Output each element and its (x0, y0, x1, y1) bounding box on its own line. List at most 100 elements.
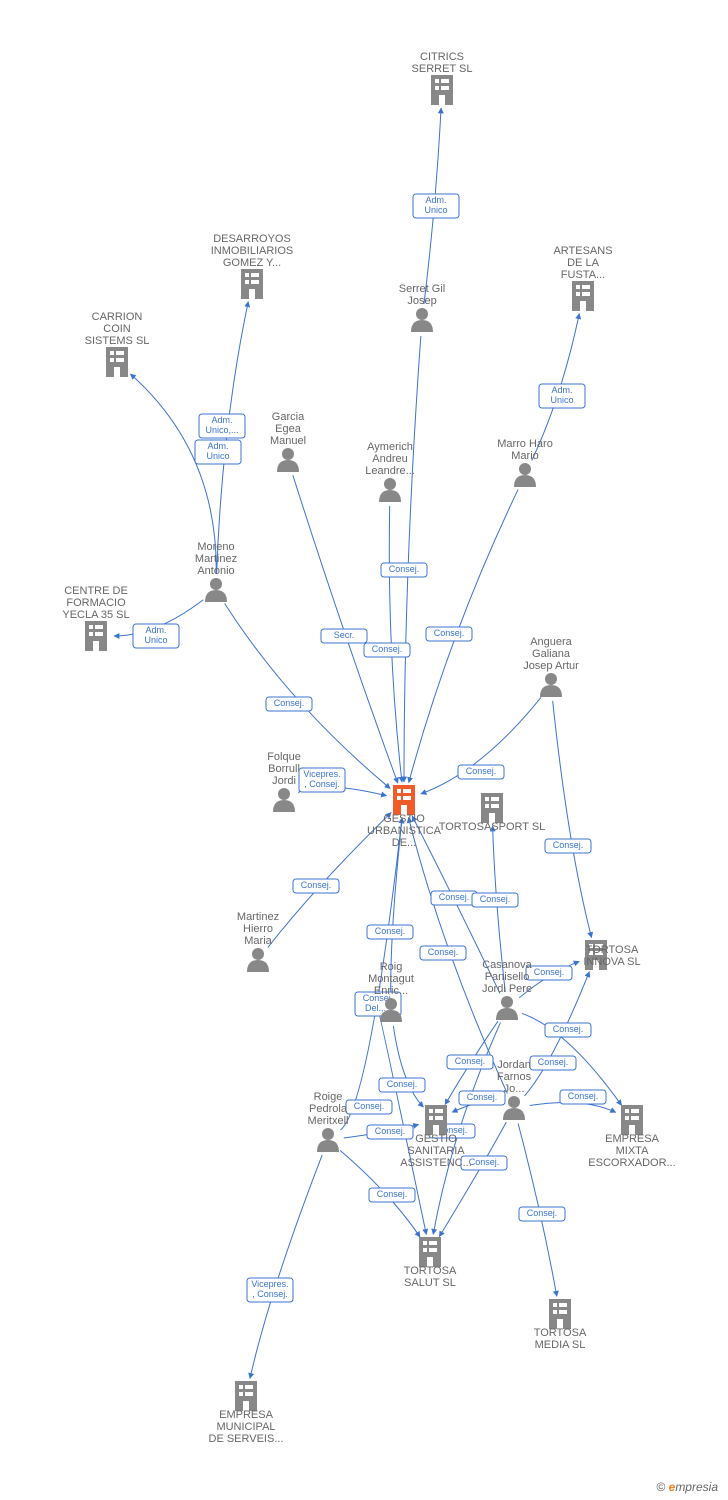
person-node[interactable]: Marro HaroMario (497, 438, 553, 487)
svg-text:Adm.: Adm. (211, 415, 232, 425)
svg-text:Unico: Unico (206, 451, 229, 461)
node-label: URBANISTICA (367, 825, 442, 837)
svg-text:Consej.: Consej. (553, 840, 584, 850)
node-label: Manuel (270, 435, 306, 447)
svg-text:Unico,...: Unico,... (205, 425, 238, 435)
node-label: MEDIA SL (535, 1339, 586, 1351)
building-icon (235, 1381, 257, 1411)
person-node[interactable]: RoigePedrolaMeritxell (308, 1091, 349, 1152)
person-node[interactable]: Serret GilJosep (399, 283, 445, 332)
node-label: Egea (275, 423, 302, 435)
edge (250, 1155, 322, 1379)
node-label: TORTOSA (404, 1265, 457, 1277)
svg-text:Adm.: Adm. (551, 385, 572, 395)
svg-text:Adm.: Adm. (425, 195, 446, 205)
node-label: INNOVA SL (583, 956, 640, 968)
brand-rest: mpresia (675, 1480, 718, 1494)
node-label: Moreno (197, 541, 234, 553)
node-label: Maria (244, 935, 272, 947)
company-node[interactable]: CARRIONCOINSISTEMS SL (85, 311, 150, 377)
node-label: Pedrola (309, 1103, 348, 1115)
svg-text:Consej.: Consej. (568, 1091, 599, 1101)
person-node[interactable]: CasanovaPaniselloJordi Pere (482, 959, 533, 1020)
node-label: Martinez (195, 553, 237, 565)
svg-text:Consej.: Consej. (387, 1079, 418, 1089)
node-label: SISTEMS SL (85, 335, 150, 347)
building-icon (393, 785, 415, 815)
edge-label: Consej. (431, 891, 477, 905)
node-label: Leandre... (365, 465, 415, 477)
edge-label: Consej. (293, 879, 339, 893)
person-node[interactable]: AngueraGalianaJosep Artur (523, 636, 579, 697)
node-label: Farnos (497, 1071, 532, 1083)
node-label: SANITARIA (407, 1145, 465, 1157)
node-label: INMOBILIARIOS (211, 245, 294, 257)
company-node[interactable]: DESARROYOSINMOBILIARIOSGOMEZ Y... (211, 233, 294, 299)
node-label: Josep Artur (523, 660, 579, 672)
node-label: CARRION (92, 311, 143, 323)
svg-text:Consej.: Consej. (480, 894, 511, 904)
person-icon (514, 463, 536, 487)
svg-text:Vicepres.: Vicepres. (303, 769, 340, 779)
edge-label: Adm.Unico (539, 384, 585, 408)
company-node[interactable]: CITRICSSERRET SL (412, 51, 473, 105)
node-label: Hierro (243, 923, 273, 935)
node-label: Aymerich (367, 441, 413, 453)
node-label: MUNICIPAL (216, 1421, 275, 1433)
company-node[interactable]: EMPRESAMUNICIPALDE SERVEIS... (209, 1381, 284, 1445)
edge-label: Consej. (426, 627, 472, 641)
company-node[interactable]: TORTOSAINNOVA SL (583, 940, 640, 970)
node-label: GOMEZ Y... (223, 257, 281, 269)
svg-text:Consej.: Consej. (469, 1157, 500, 1167)
edge-label: Consej. (560, 1090, 606, 1104)
building-icon (572, 281, 594, 311)
company-node[interactable]: EMPRESAMIXTAESCORXADOR... (588, 1105, 675, 1169)
edge-label: Consej. (526, 966, 572, 980)
building-icon (419, 1237, 441, 1267)
company-node[interactable]: TORTOSASALUT SL (404, 1237, 457, 1289)
company-node[interactable]: GESTIOURBANISTICADE... (367, 785, 442, 849)
person-node[interactable]: MorenoMartinezAntonio (195, 541, 237, 602)
person-node[interactable]: GarciaEgeaManuel (270, 411, 306, 472)
edge-label: Consej. (381, 563, 427, 577)
building-icon (425, 1105, 447, 1135)
node-label: CENTRE DE (64, 585, 128, 597)
person-icon (317, 1128, 339, 1152)
svg-text:Consej.: Consej. (538, 1057, 569, 1067)
edge-label: Vicepres., Consej. (299, 768, 345, 792)
node-label: Montagut (368, 973, 414, 985)
person-node[interactable]: FolqueBorrullJordi (267, 751, 301, 812)
building-icon (241, 269, 263, 299)
edge-label: Consej. (447, 1055, 493, 1069)
node-label: Borrull (268, 763, 300, 775)
node-label: COIN (103, 323, 131, 335)
node-label: MIXTA (616, 1145, 649, 1157)
svg-text:Consej.: Consej. (375, 926, 406, 936)
svg-text:Adm.: Adm. (145, 625, 166, 635)
person-node[interactable]: AymerichAndreuLeandre... (365, 441, 415, 502)
svg-text:Consej.: Consej. (377, 1189, 408, 1199)
node-label: Garcia (272, 411, 305, 423)
building-icon (621, 1105, 643, 1135)
company-node[interactable]: ARTESANSDE LAFUSTA... (553, 245, 612, 311)
person-node[interactable]: JordanFarnosJo... (497, 1059, 532, 1120)
svg-text:Consej.: Consej. (527, 1208, 558, 1218)
company-node[interactable]: TORTOSAMEDIA SL (534, 1299, 587, 1351)
edge-label: Consej. (379, 1078, 425, 1092)
person-icon (205, 578, 227, 602)
company-node[interactable]: TORTOSASPORT SL (439, 793, 546, 833)
node-label: Panisello (485, 971, 530, 983)
edge (404, 336, 421, 782)
person-icon (247, 948, 269, 972)
person-icon (411, 308, 433, 332)
node-label: Marro Haro (497, 438, 553, 450)
node-label: EMPRESA (605, 1133, 659, 1145)
node-label: GESTIO (383, 813, 425, 825)
node-label: Galiana (532, 648, 571, 660)
copyright-symbol: © (656, 1480, 665, 1494)
building-icon (85, 621, 107, 651)
company-node[interactable]: CENTRE DEFORMACIOYECLA 35 SL (62, 585, 129, 651)
building-icon (481, 793, 503, 823)
node-label: SALUT SL (404, 1277, 456, 1289)
building-icon (549, 1299, 571, 1329)
